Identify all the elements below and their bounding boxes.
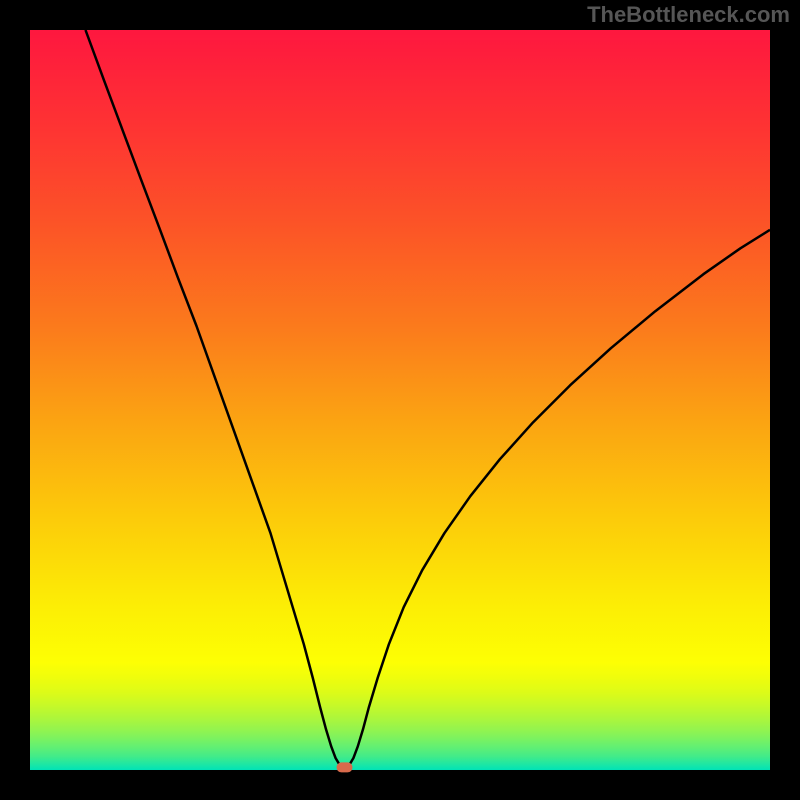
attribution-text: TheBottleneck.com	[587, 2, 790, 28]
bottleneck-chart	[0, 0, 800, 800]
optimal-point-marker	[337, 762, 353, 772]
plot-area	[30, 30, 770, 770]
